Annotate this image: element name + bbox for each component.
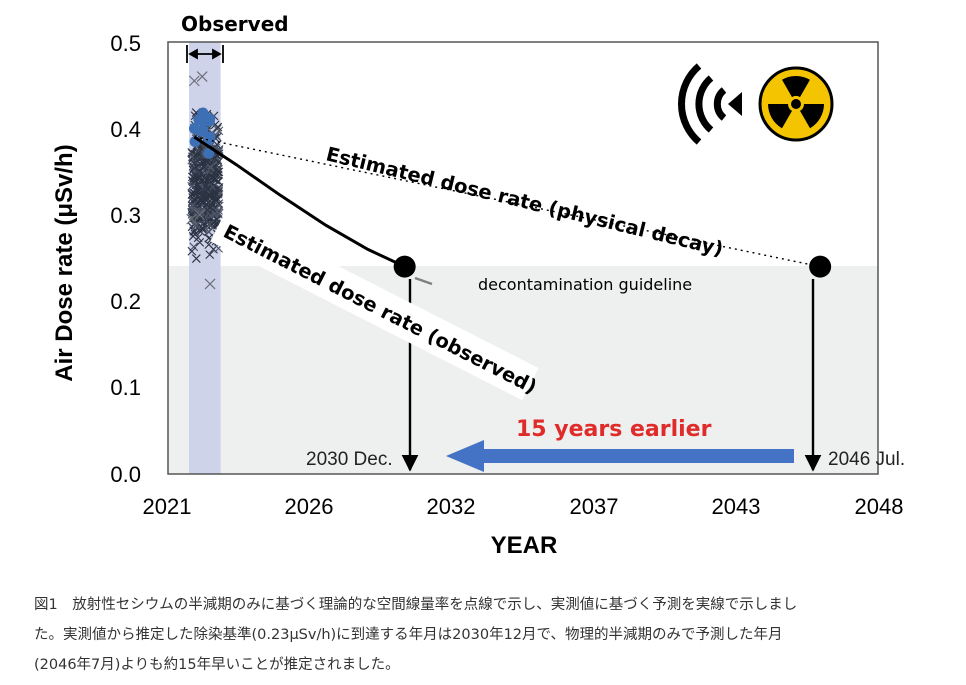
figure-caption: 図1 放射性セシウムの半減期のみに基づく理論的な空間線量率を点線で示し、実測値に… [34,590,959,680]
observed-point [188,75,200,87]
y-tick-label: 0.3 [110,203,141,228]
observed-point [192,185,202,195]
observed-point [187,246,197,256]
observed-data-cloud [186,71,224,290]
observed-point [204,240,214,250]
observed-point [202,184,212,194]
x-tick-label: 2021 [143,494,192,519]
guideline-label: decontamination guideline [478,275,692,294]
observed-point [212,207,222,217]
difference-label: 15 years earlier [516,417,712,442]
series-label-physical-decay: Estimated dose rate (physical decay) [324,143,726,261]
observed-point [186,213,198,225]
observed-point [189,152,198,162]
observed-point [209,168,219,178]
series-label-physical-decay-text: Estimated dose rate (physical decay) [324,143,726,261]
radiation-trefoil-icon [758,66,834,142]
observed-mean-point [195,125,207,137]
observed-span-arrow [186,45,224,63]
observed-point [191,254,201,263]
observed-point [191,220,201,230]
endpoint-marker-observed [393,255,416,278]
endpoint-marker-decay [809,255,832,278]
observed-point [204,278,216,290]
observed-point [188,231,198,241]
observed-estimate-tail [414,276,433,286]
observed-point [193,172,203,182]
observed-band [189,42,221,474]
observed-point [212,124,222,134]
observed-point [196,227,206,236]
y-tick-label: 0.0 [110,462,141,487]
observed-point [193,233,203,243]
plot-frame [167,41,879,475]
observed-point [208,204,218,214]
annotation-2030-dec: 2030 Dec. [306,449,393,470]
observed-point [188,200,198,210]
observed-point [213,122,223,132]
y-tick-label: 0.2 [110,289,141,314]
observed-point [191,221,201,231]
observed-point [188,193,198,202]
y-tick-label: 0.4 [110,117,141,142]
observed-label: Observed [181,12,289,36]
observed-point [205,220,214,230]
annotation-2046-jul: 2046 Jul. [828,449,905,470]
observed-point [198,198,207,208]
difference-arrow [446,440,794,472]
observed-point [189,242,199,252]
y-tick-label: 0.5 [110,31,141,56]
series-line-observed-estimate [193,135,406,268]
x-tick-labels: 2021 2026 2032 2037 2043 2048 [143,494,904,519]
observed-point [203,205,212,215]
x-tick-label: 2032 [427,494,476,519]
observed-mean-point [203,147,215,159]
x-tick-label: 2026 [285,494,334,519]
observed-point [201,181,211,191]
observed-point [208,182,217,192]
caption-line: 図1 放射性セシウムの半減期のみに基づく理論的な空間線量率を点線で示し、実測値に… [34,597,798,613]
radio-wave-icon [678,63,742,145]
caption-line: た。実測値から推定した除染基準(0.23μSv/h)に到達する年月は2030年1… [34,627,783,643]
x-tick-label: 2048 [855,494,904,519]
observed-point [214,201,224,211]
observed-point [199,162,209,171]
observed-point [190,177,199,187]
observed-point [206,191,216,201]
observed-point [196,71,208,82]
y-axis-title: Air Dose rate (μSv/h) [51,144,78,381]
x-tick-label: 2043 [712,494,761,519]
y-tick-labels: 0.5 0.4 0.3 0.2 0.1 0.0 [110,31,141,487]
observed-point [194,209,205,221]
x-axis-title: YEAR [491,532,558,559]
observed-point [195,167,205,177]
observed-point [189,163,199,173]
observed-mean-point [201,113,213,125]
observed-point [187,181,197,191]
dose-rate-chart: 0.5 0.4 0.3 0.2 0.1 0.0 2021 2026 2032 2… [51,12,905,559]
observed-point [212,165,222,174]
observed-point [211,175,221,185]
observed-point [194,193,204,203]
x-tick-label: 2037 [570,494,619,519]
observed-point [192,151,202,161]
observed-point [205,250,215,260]
caption-line: (2046年7月)よりも約15年早いことが推定されました。 [34,657,400,673]
series-label-observed-background [210,209,539,401]
y-tick-label: 0.1 [110,375,141,400]
observed-point [210,188,220,198]
observed-point [213,183,223,193]
series-line-physical-decay [194,136,821,268]
